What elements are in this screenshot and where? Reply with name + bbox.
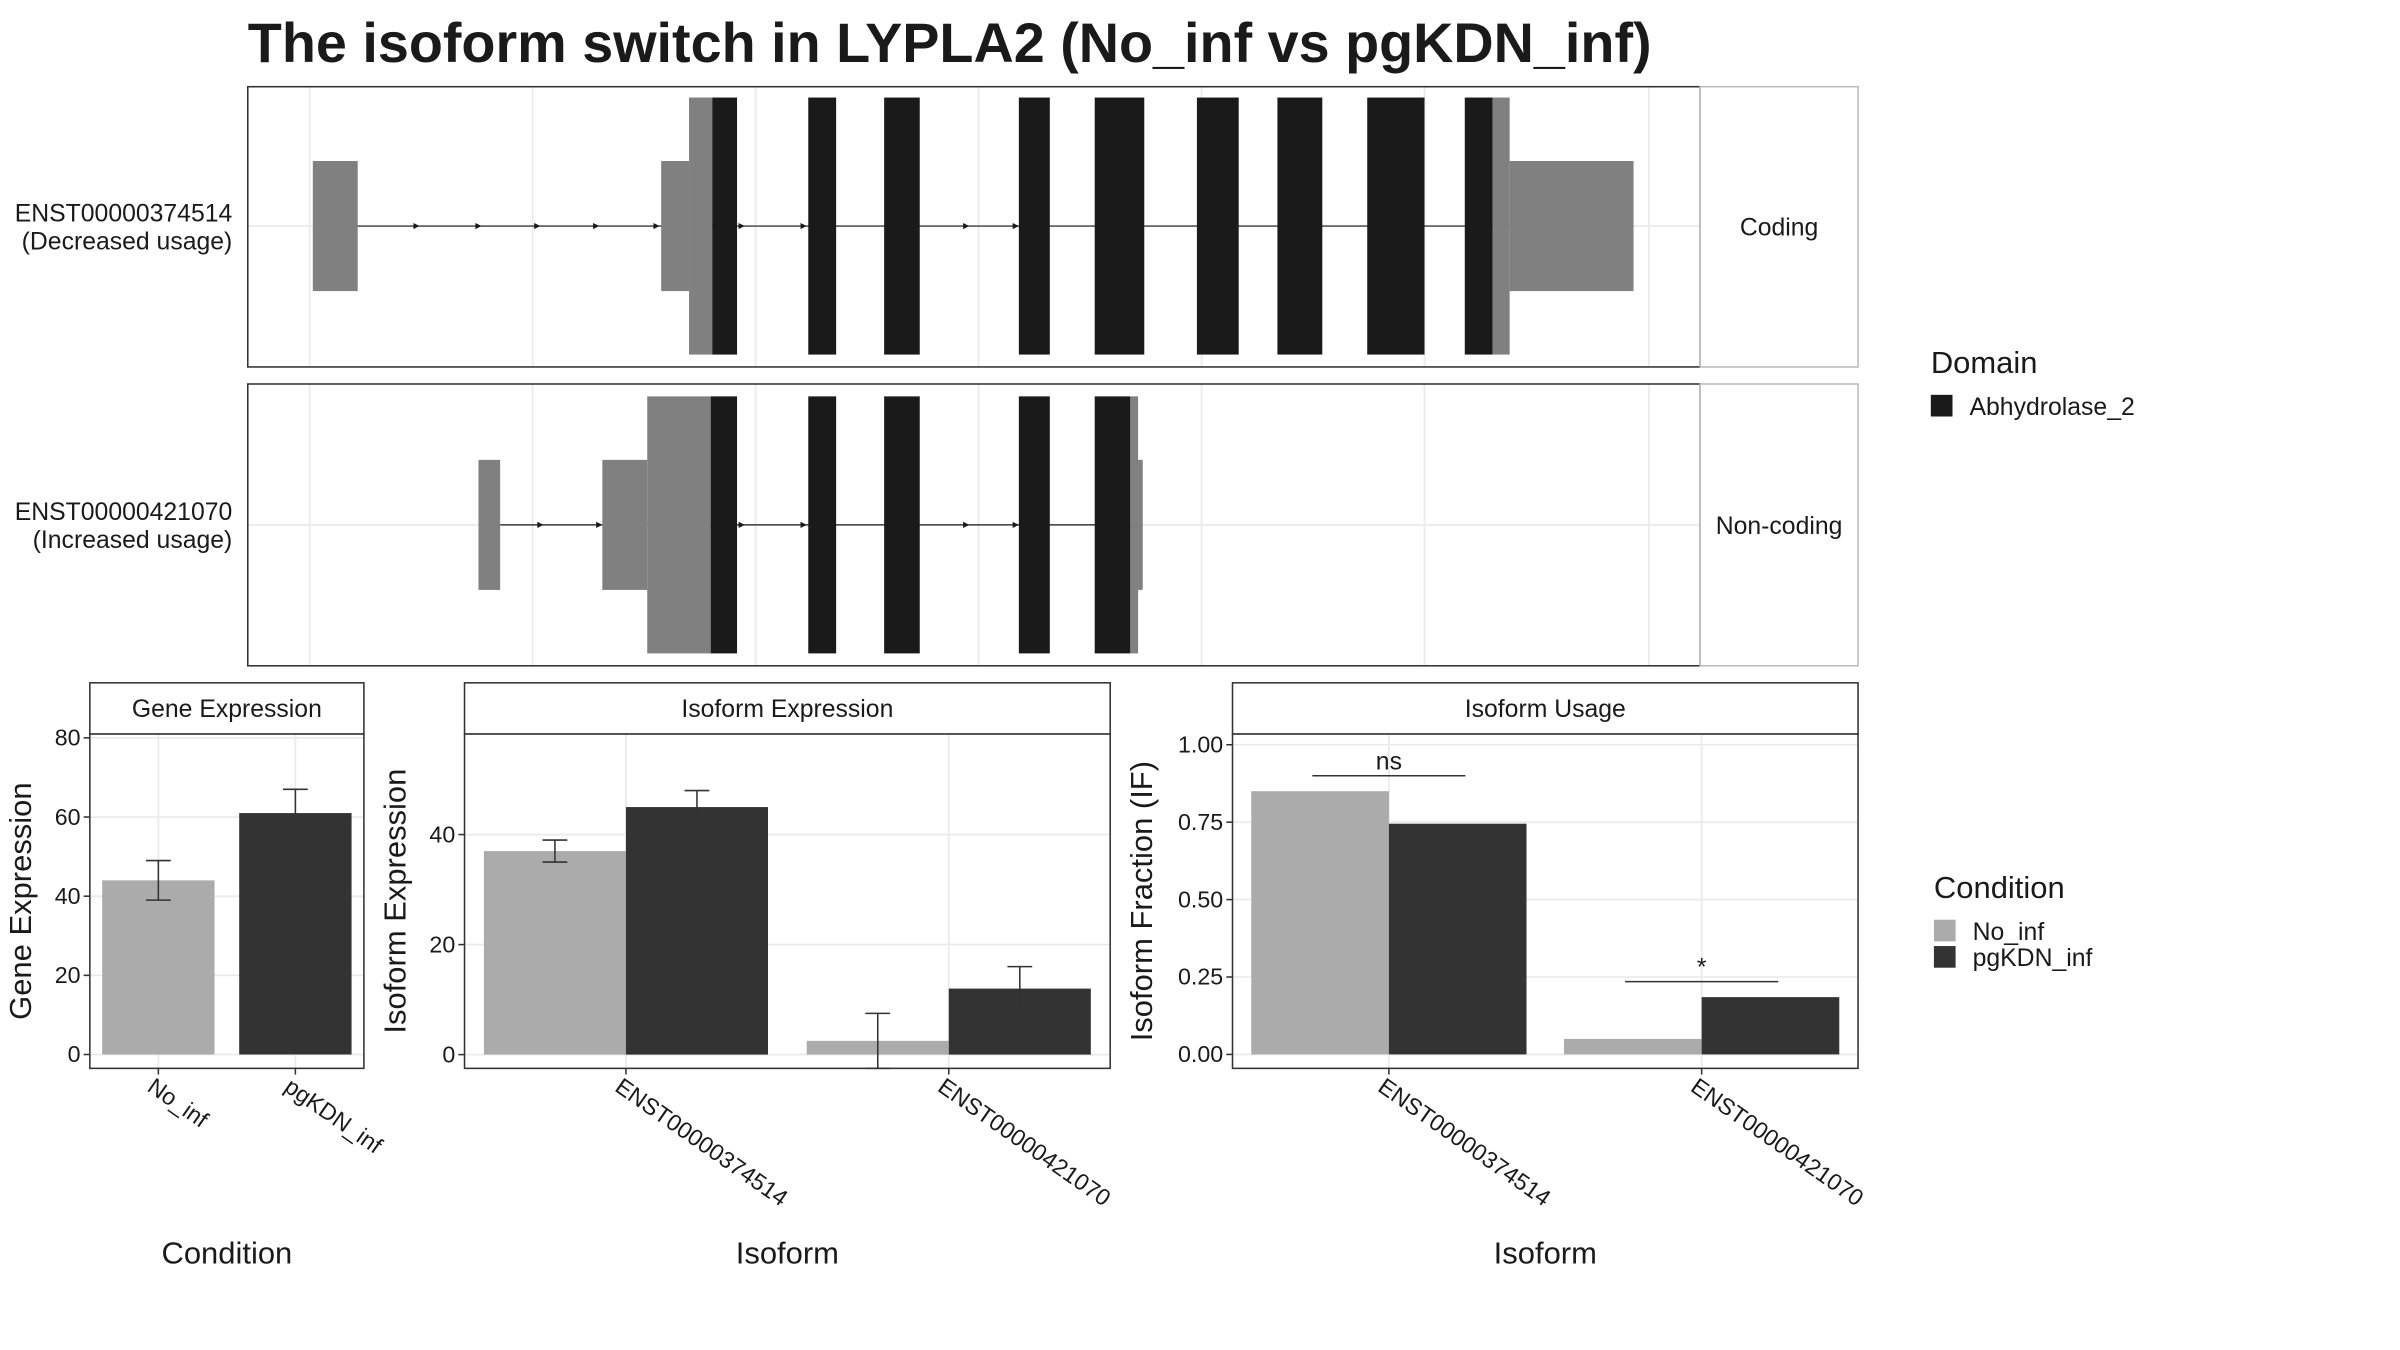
figure-title: The isoform switch in LYPLA2 (No_inf vs …	[248, 12, 1652, 74]
utr-exon	[1492, 97, 1510, 355]
facet-strip	[1231, 682, 1859, 735]
y-tick-label: 0.50	[1178, 886, 1223, 912]
strand-arrow	[1012, 222, 1019, 230]
utr-exon	[661, 161, 690, 292]
panel-title: Gene Expression	[132, 696, 322, 723]
x-axis-label: Isoform	[736, 1235, 839, 1270]
legend-label: pgKDN_inf	[1973, 945, 2093, 972]
utr-exon	[312, 161, 358, 292]
legend-swatch	[1930, 394, 1953, 417]
bar	[1388, 823, 1527, 1055]
domain-exon	[1018, 396, 1050, 654]
strand-arrow	[800, 222, 807, 230]
facet-strip	[463, 682, 1111, 735]
x-tick-label: ENST00000421070	[934, 1073, 1116, 1211]
y-axis-label: Gene Expression	[3, 782, 38, 1019]
strand-arrow	[537, 521, 544, 528]
facet-strip	[1699, 85, 1859, 368]
y-tick-label: 20	[429, 931, 455, 957]
strand-arrow	[534, 222, 541, 230]
y-axis-label: Isoform Fraction (IF)	[1124, 761, 1159, 1041]
x-tick-label: ENST00000374514	[1374, 1073, 1556, 1211]
utr-exon	[689, 97, 713, 355]
y-tick-label: 40	[55, 883, 81, 909]
y-tick-label: 0.25	[1178, 964, 1223, 990]
legend-title: Condition	[1934, 870, 2065, 905]
strand-arrow	[653, 222, 660, 230]
domain-exon	[1196, 97, 1239, 355]
strand-arrow	[963, 521, 970, 528]
domain-exon	[884, 396, 920, 654]
y-tick-label: 0	[68, 1041, 81, 1067]
y-tick-label: 40	[429, 821, 455, 847]
domain-exon	[808, 396, 837, 654]
utr-exon	[1130, 396, 1139, 654]
domain-exon	[710, 396, 738, 654]
domain-exon	[884, 97, 920, 355]
bar	[483, 851, 626, 1055]
strand-arrow	[413, 222, 420, 230]
x-tick-label: ENST00000374514	[611, 1073, 793, 1211]
domain-exon	[1018, 97, 1050, 355]
facet-label: Non-coding	[1716, 513, 1843, 540]
legend-label: Abhydrolase_2	[1970, 394, 2135, 421]
transcript-usage: (Increased usage)	[33, 527, 233, 554]
x-axis-label: Isoform	[1494, 1235, 1597, 1270]
legend-swatch	[1933, 946, 1956, 968]
legend-swatch	[1933, 919, 1956, 942]
y-tick-label: 0.00	[1178, 1041, 1223, 1067]
bar	[1564, 1038, 1702, 1055]
strand-arrow	[738, 222, 745, 230]
strand-arrow	[738, 521, 745, 528]
bar	[625, 807, 768, 1055]
domain-exon	[1367, 97, 1425, 355]
significance-label: ns	[1376, 749, 1402, 776]
x-tick-label: No_inf	[143, 1073, 213, 1133]
y-tick-label: 0.75	[1178, 809, 1223, 835]
strand-arrow	[800, 521, 807, 528]
domain-exon	[1277, 97, 1323, 355]
facet-label: Coding	[1740, 214, 1818, 241]
x-axis-label: Condition	[161, 1235, 292, 1270]
x-tick-label: pgKDN_inf	[280, 1073, 387, 1159]
facet-strip	[89, 682, 365, 735]
strand-arrow	[1012, 521, 1019, 528]
bar	[1251, 791, 1389, 1055]
domain-exon	[1464, 97, 1493, 355]
x-tick-label: ENST00000421070	[1686, 1073, 1868, 1211]
panel-title: Isoform Expression	[681, 696, 893, 723]
strand-arrow	[475, 222, 482, 230]
utr-exon	[1509, 161, 1634, 292]
legend-label: No_inf	[1973, 919, 2045, 946]
domain-exon	[808, 97, 837, 355]
significance-label: *	[1697, 954, 1707, 981]
facet-strip	[1699, 383, 1859, 667]
y-tick-label: 20	[55, 962, 81, 988]
domain-exon	[1094, 396, 1131, 654]
y-tick-label: 60	[55, 804, 81, 830]
transcript-name: ENST00000421070	[15, 499, 233, 526]
y-tick-label: 80	[55, 725, 81, 751]
transcript-usage: (Decreased usage)	[22, 228, 233, 255]
panel-title: Isoform Usage	[1465, 696, 1626, 723]
legend-title: Domain	[1931, 345, 2038, 380]
bar	[102, 880, 215, 1055]
strand-arrow	[596, 521, 603, 528]
domain-exon	[712, 97, 738, 355]
utr-exon	[478, 459, 501, 590]
y-axis-label: Isoform Expression	[378, 769, 413, 1034]
y-tick-label: 1.00	[1178, 731, 1223, 757]
y-tick-label: 0	[442, 1041, 455, 1067]
bar	[239, 813, 352, 1055]
strand-arrow	[963, 222, 970, 230]
transcript-name: ENST00000374514	[15, 200, 233, 227]
domain-exon	[1094, 97, 1145, 355]
utr-exon	[647, 396, 711, 654]
utr-exon	[602, 459, 648, 590]
bar	[1701, 997, 1840, 1055]
strand-arrow	[593, 222, 600, 230]
utr-exon	[1138, 459, 1143, 590]
